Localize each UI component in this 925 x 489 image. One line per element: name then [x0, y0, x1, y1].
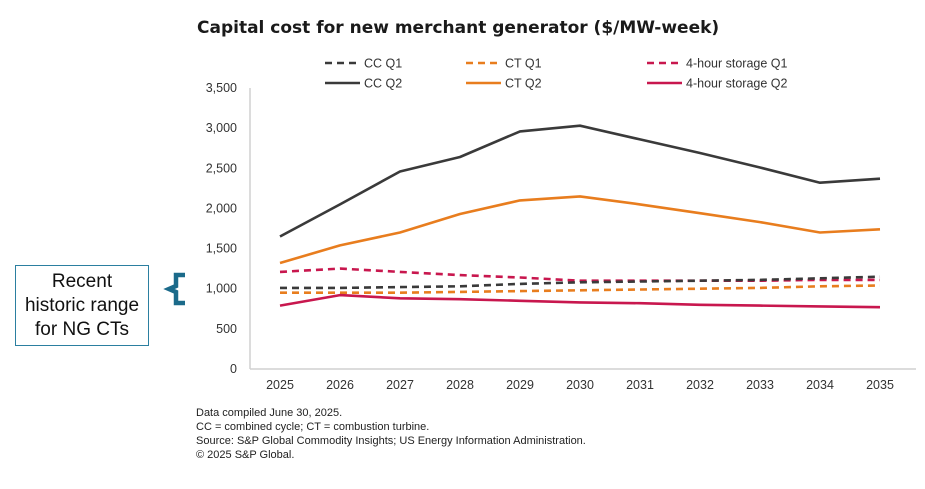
- legend-label: 4-hour storage Q1: [686, 57, 787, 71]
- legend-label: CT Q1: [505, 57, 542, 71]
- annotation-box: Recent historic range for NG CTs: [15, 265, 149, 346]
- legend-item: CC Q1: [325, 57, 402, 71]
- y-tick-label: 2,000: [206, 201, 237, 215]
- annotation-line-1: Recent: [51, 270, 113, 292]
- x-tick-label: 2026: [326, 378, 354, 392]
- chart-title: Capital cost for new merchant generator …: [197, 18, 719, 38]
- y-tick-label: 2,500: [206, 161, 237, 175]
- y-tick-label: 500: [216, 322, 237, 336]
- x-tick-label: 2035: [866, 378, 894, 392]
- series-line-ct-q2: [279, 195, 881, 265]
- legend-label: 4-hour storage Q2: [686, 77, 787, 91]
- legend-item: CT Q1: [466, 57, 542, 71]
- x-tick-label: 2028: [446, 378, 474, 392]
- series-layer: [279, 124, 881, 309]
- y-tick-label: 1,500: [206, 242, 237, 256]
- legend-item: 4-hour storage Q1: [647, 57, 787, 71]
- x-tick-label: 2033: [746, 378, 774, 392]
- x-tick-label: 2031: [626, 378, 654, 392]
- series-line-cc-q2: [279, 124, 881, 238]
- x-tick-label: 2029: [506, 378, 534, 392]
- x-axis: 2025 2026 2027 2028 2029 2030 2031 2032 2033 2034…: [250, 368, 916, 392]
- series-line-4-hour-storage-q1: [279, 267, 880, 283]
- legend-item: CT Q2: [466, 77, 542, 91]
- legend: CC Q1 CT Q1 4-hour storage Q1 CC Q2 CT Q2 4-h…: [325, 57, 787, 91]
- y-tick-label: 0: [230, 362, 237, 376]
- note-definitions: CC = combined cycle; CT = combustion tur…: [196, 421, 430, 433]
- series-line-ct-q1: [280, 284, 881, 295]
- note-source: Source: S&P Global Commodity Insights; U…: [196, 435, 586, 447]
- y-tick-label: 3,000: [206, 121, 237, 135]
- series-line-4-hour-storage-q2: [279, 293, 881, 309]
- legend-label: CT Q2: [505, 77, 542, 91]
- legend-item: 4-hour storage Q2: [647, 77, 787, 91]
- note-compiled: Data compiled June 30, 2025.: [196, 407, 343, 419]
- x-tick-label: 2027: [386, 378, 414, 392]
- x-tick-label: 2030: [566, 378, 594, 392]
- y-axis: 0 500 1,000 1,500 2,000 2,500 3,000 3,500: [206, 81, 251, 376]
- note-copyright: © 2025 S&P Global.: [196, 449, 295, 461]
- annotation-line-3: for NG CTs: [35, 318, 129, 340]
- annotation-line-2: historic range: [24, 294, 140, 316]
- legend-item: CC Q2: [325, 77, 402, 91]
- legend-label: CC Q1: [364, 57, 402, 71]
- y-tick-label: 1,000: [206, 282, 237, 296]
- x-tick-label: 2025: [266, 378, 294, 392]
- x-tick-label: 2034: [806, 378, 834, 392]
- x-tick-label: 2032: [686, 378, 714, 392]
- range-bracket-icon: [163, 272, 185, 306]
- legend-label: CC Q2: [364, 77, 402, 91]
- y-tick-label: 3,500: [206, 81, 237, 95]
